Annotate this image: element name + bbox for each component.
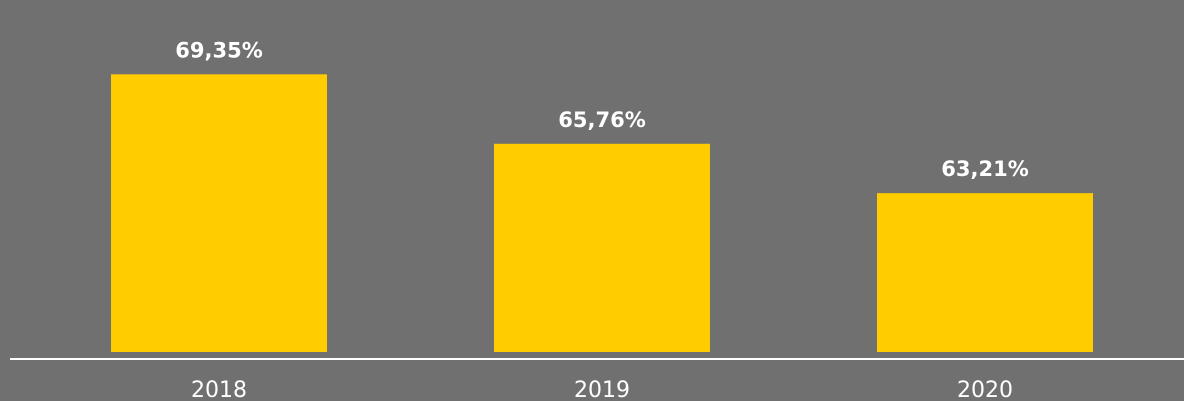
bar-2019 [494, 143, 710, 352]
data-labels: 69,35% 65,76% 63,21% [175, 38, 1028, 181]
x-axis-tick-labels: 2018 2019 2020 [191, 378, 1013, 401]
x-tick-label-2018: 2018 [191, 378, 247, 401]
bars [111, 74, 1093, 353]
x-tick-label-2020: 2020 [957, 378, 1013, 401]
data-label-2018: 69,35% [175, 38, 262, 62]
x-tick-label-2019: 2019 [574, 378, 630, 401]
bar-2020 [877, 193, 1093, 352]
bar-2018 [111, 74, 327, 353]
data-label-2020: 63,21% [941, 157, 1028, 181]
data-label-2019: 65,76% [558, 108, 645, 132]
